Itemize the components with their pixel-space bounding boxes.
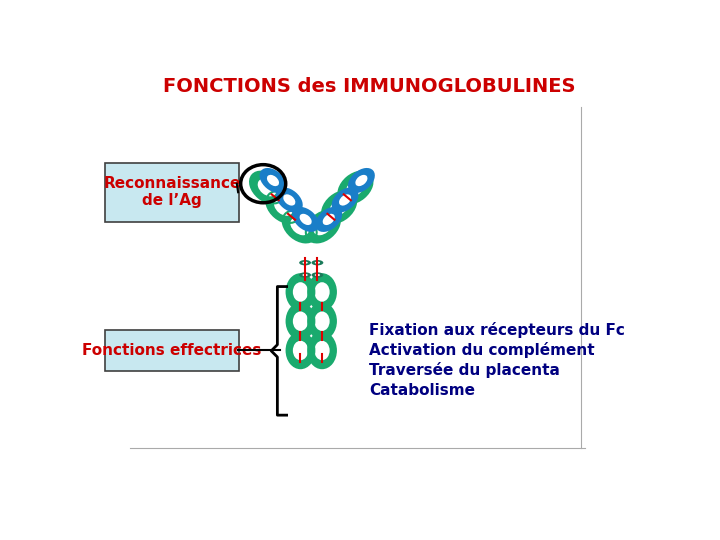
Ellipse shape — [287, 274, 315, 309]
Ellipse shape — [258, 179, 276, 197]
Ellipse shape — [315, 261, 320, 264]
Text: FONCTIONS des IMMUNOGLOBULINES: FONCTIONS des IMMUNOGLOBULINES — [163, 77, 575, 96]
Ellipse shape — [287, 303, 315, 339]
Ellipse shape — [293, 341, 308, 360]
Text: Fonctions effectrices: Fonctions effectrices — [82, 343, 261, 358]
Ellipse shape — [302, 274, 307, 276]
Ellipse shape — [300, 272, 311, 278]
Text: Fixation aux récepteurs du Fc: Fixation aux récepteurs du Fc — [369, 322, 625, 339]
Text: Catabolisme: Catabolisme — [369, 383, 475, 398]
Ellipse shape — [346, 179, 365, 197]
Text: Activation du complément: Activation du complément — [369, 342, 595, 359]
Ellipse shape — [300, 214, 312, 225]
Ellipse shape — [332, 187, 359, 212]
Ellipse shape — [259, 168, 287, 193]
Ellipse shape — [292, 207, 319, 232]
Ellipse shape — [308, 274, 336, 309]
Ellipse shape — [312, 260, 323, 265]
Ellipse shape — [300, 260, 311, 265]
Ellipse shape — [267, 175, 279, 186]
Ellipse shape — [339, 194, 351, 206]
Ellipse shape — [283, 211, 317, 242]
Text: Traversée du placenta: Traversée du placenta — [369, 362, 560, 379]
FancyBboxPatch shape — [105, 330, 239, 372]
Ellipse shape — [348, 168, 375, 193]
Ellipse shape — [315, 341, 330, 360]
Ellipse shape — [330, 198, 348, 216]
Ellipse shape — [276, 187, 302, 212]
Ellipse shape — [323, 214, 335, 225]
Ellipse shape — [315, 282, 330, 302]
Ellipse shape — [250, 172, 284, 204]
Ellipse shape — [302, 261, 307, 264]
Ellipse shape — [293, 312, 308, 331]
Ellipse shape — [315, 274, 320, 276]
Ellipse shape — [312, 272, 323, 278]
Ellipse shape — [308, 333, 336, 368]
Ellipse shape — [274, 198, 293, 216]
FancyBboxPatch shape — [105, 163, 239, 222]
Ellipse shape — [287, 333, 315, 368]
Ellipse shape — [306, 211, 340, 242]
Ellipse shape — [308, 303, 336, 339]
Ellipse shape — [293, 282, 308, 302]
Ellipse shape — [313, 218, 332, 235]
Ellipse shape — [322, 191, 356, 223]
Ellipse shape — [338, 172, 372, 204]
Ellipse shape — [290, 218, 309, 235]
Ellipse shape — [356, 175, 367, 186]
Ellipse shape — [283, 194, 295, 206]
Ellipse shape — [315, 207, 342, 232]
Ellipse shape — [266, 191, 300, 223]
Ellipse shape — [315, 312, 330, 331]
Text: Reconnaissance
de l’Ag: Reconnaissance de l’Ag — [103, 176, 240, 208]
